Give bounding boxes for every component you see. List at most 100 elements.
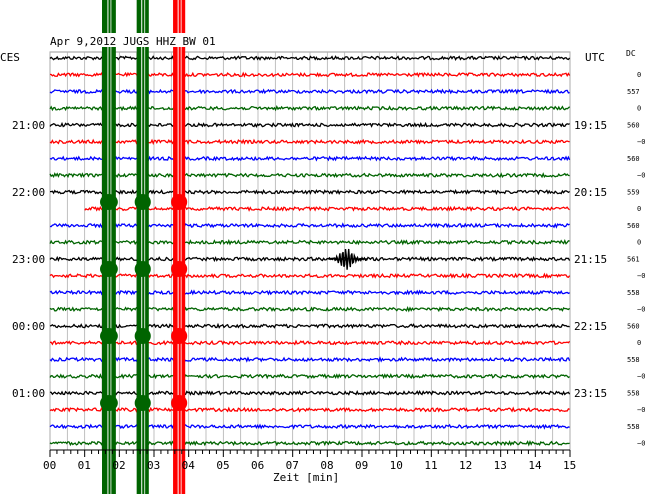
seismic-trace [49,306,571,313]
event-bulge [171,395,188,411]
x-tick-label: 05 [216,459,229,472]
dc-value: −0 [637,272,645,280]
x-tick-label: 06 [251,459,264,472]
event-bulge [171,194,188,210]
saturated-event-band [102,0,116,494]
dc-value: 0 [637,205,641,213]
left-time-labels: 21:00 22:00 23:00 00:00 01:00 [12,119,45,400]
x-tick-label: 02 [112,459,125,472]
seismic-trace [49,71,571,78]
x-tick-label: 04 [182,459,196,472]
right-time-label: 23:15 [574,387,607,400]
dc-value: 558 [627,289,640,297]
seismic-trace [49,172,570,179]
seismic-trace [49,222,570,229]
seismic-trace [49,55,571,61]
dc-value: 561 [627,255,640,263]
seismic-trace [49,105,571,112]
event-bulge [100,328,118,344]
right-time-labels: 19:15 20:15 21:15 22:15 23:15 [574,119,607,400]
left-time-label: 00:00 [12,320,45,333]
event-bulge [171,261,188,277]
dc-value: 560 [627,155,640,163]
right-time-label: 22:15 [574,320,607,333]
local-event-signal [328,248,368,270]
x-tick-label: 00 [43,459,56,472]
dc-value: −0 [637,138,645,146]
x-tick-label: 13 [494,459,507,472]
x-tick-label: 14 [528,459,542,472]
seismic-trace [49,188,570,196]
x-axis: 00 01 02 03 04 05 06 07 08 09 10 11 12 13 14 15 [43,449,576,472]
dc-value: 558 [627,423,640,431]
seismic-trace [49,289,570,296]
left-time-label: 01:00 [12,387,45,400]
dc-value: −0 [637,440,645,448]
left-time-label: 21:00 [12,119,45,132]
left-time-label: 23:00 [12,253,45,266]
left-time-label: 22:00 [12,186,45,199]
grid-layer [49,51,571,451]
event-bulge [100,194,118,210]
event-bulge [134,328,151,344]
dc-value: −0 [637,406,645,414]
saturated-event-band [173,0,186,494]
seismic-trace [49,356,571,363]
dc-value: 0 [637,71,641,79]
dc-value: 559 [627,188,640,196]
event-bulge [134,395,151,411]
dc-value: 560 [627,222,640,230]
event-bulge [100,395,118,411]
seismic-trace [49,255,571,263]
chart-title: Apr 9,2012 JUGS HHZ BW 01 [50,35,216,48]
x-tick-label: 01 [78,459,91,472]
dc-value: −0 [637,306,645,314]
dc-value: 0 [637,105,641,113]
events-layer [100,0,368,494]
event-bulge [100,261,118,277]
dc-value: 0 [637,339,641,347]
x-tick-label: 15 [563,459,576,472]
x-tick-label: 03 [147,459,160,472]
x-tick-label: 12 [459,459,472,472]
seismic-trace [49,121,570,128]
x-tick-label: 07 [286,459,299,472]
dc-label: DC [626,49,636,58]
right-time-label: 21:15 [574,253,607,266]
seismic-trace [49,272,571,279]
seismic-trace [49,406,570,413]
dc-value: 0 [637,239,641,247]
seismic-trace [49,390,571,397]
title-background [48,33,240,47]
traces-layer [49,55,571,447]
right-zone-label: UTC [585,51,605,64]
event-bulge [171,328,188,344]
dc-values: 0 557 0 560 −0 560 −0 559 0 560 0 561 −0 558 −0 560 0 558… [627,71,645,448]
event-bulge [134,194,151,210]
dc-value: 558 [627,389,640,397]
dc-value: −0 [637,373,645,381]
dc-value: 560 [627,322,640,330]
seismic-trace [49,322,570,330]
seismic-trace [49,88,570,95]
right-time-label: 20:15 [574,186,607,199]
seismic-trace [49,138,570,146]
dc-value: −0 [637,172,645,180]
dc-value: 560 [627,121,640,129]
right-time-label: 19:15 [574,119,607,132]
x-tick-label: 10 [390,459,403,472]
left-zone-label: CES [0,51,20,64]
x-tick-label: 09 [355,459,368,472]
x-tick-label: 08 [320,459,333,472]
seismic-trace [49,439,570,447]
x-tick-label: 11 [424,459,437,472]
dc-value: 558 [627,356,640,364]
seismic-trace [84,205,570,212]
seismic-trace [49,238,570,246]
seismic-trace [49,423,570,430]
seismic-trace [49,373,570,380]
dc-value: 557 [627,88,640,96]
seismic-trace [49,339,571,346]
event-bulge [134,261,151,277]
